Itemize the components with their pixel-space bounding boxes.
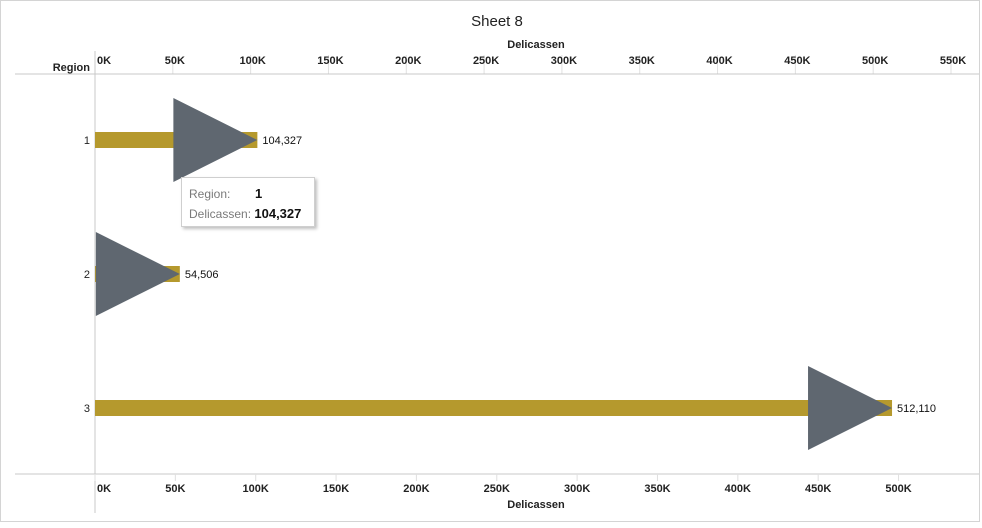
bottom-tick-label: 300K [564,483,590,495]
bottom-tick-label: 450K [805,483,831,495]
bottom-tick-label: 400K [725,483,751,495]
bottom-tick-label: 200K [403,483,429,495]
bar-region-3[interactable] [95,400,893,416]
region-labels: 1 2 3 [84,135,90,415]
top-tick-label: 500K [862,55,888,67]
triangle-marker-region-1[interactable] [173,98,258,182]
bottom-axis-ticks: 0K 50K 100K 150K 200K 250K 300K 350K 400K 450K 500… [94,474,912,495]
top-tick-label: 350K [629,55,655,67]
region-axis-header: Region [53,62,91,74]
bottom-axis-title: Delicassen [507,499,565,511]
value-label-region-1: 104,327 [262,135,302,147]
top-tick-label: 150K [317,55,343,67]
top-tick-label: 400K [706,55,732,67]
value-labels: 104,327 54,506 512,110 [185,135,936,415]
triangle-marker-region-3[interactable] [808,366,893,450]
top-axis-ticks: 0K 50K 100K 150K 200K 250K 300K 350K 400K 450K 500… [94,55,966,74]
top-tick-label: 200K [395,55,421,67]
tooltip-measure-label: Delicassen: [189,207,252,221]
bottom-tick-label: 500K [885,483,911,495]
top-tick-label: 100K [239,55,265,67]
tooltip-region-row: Region: 1 [189,184,314,204]
tooltip-measure-row: Delicassen: 104,327 [189,204,314,224]
bottom-tick-label: 150K [323,483,349,495]
top-axis-title: Delicassen [507,39,565,51]
markers [95,98,893,450]
top-tick-label: 450K [784,55,810,67]
region-label: 1 [84,135,90,147]
bottom-tick-label: 350K [644,483,670,495]
tooltip-region-label: Region: [189,187,231,201]
region-label: 3 [84,403,90,415]
value-label-region-2: 54,506 [185,269,219,281]
top-tick-label: 50K [165,55,185,67]
region-label: 2 [84,269,90,281]
chart-title: Sheet 8 [471,13,523,30]
top-tick-label: 0K [97,55,111,67]
bottom-tick-label: 100K [243,483,269,495]
bottom-tick-label: 0K [97,483,111,495]
bottom-tick-label: 250K [484,483,510,495]
tooltip-measure-value: 104,327 [254,206,302,221]
bottom-tick-label: 50K [165,483,185,495]
top-tick-label: 550K [940,55,966,67]
triangle-marker-region-2[interactable] [95,232,180,316]
tooltip: Region: 1 Delicassen: 104,327 [181,177,315,227]
value-label-region-3: 512,110 [897,403,936,415]
top-tick-label: 300K [551,55,577,67]
tooltip-region-value: 1 [255,186,263,201]
top-tick-label: 250K [473,55,499,67]
